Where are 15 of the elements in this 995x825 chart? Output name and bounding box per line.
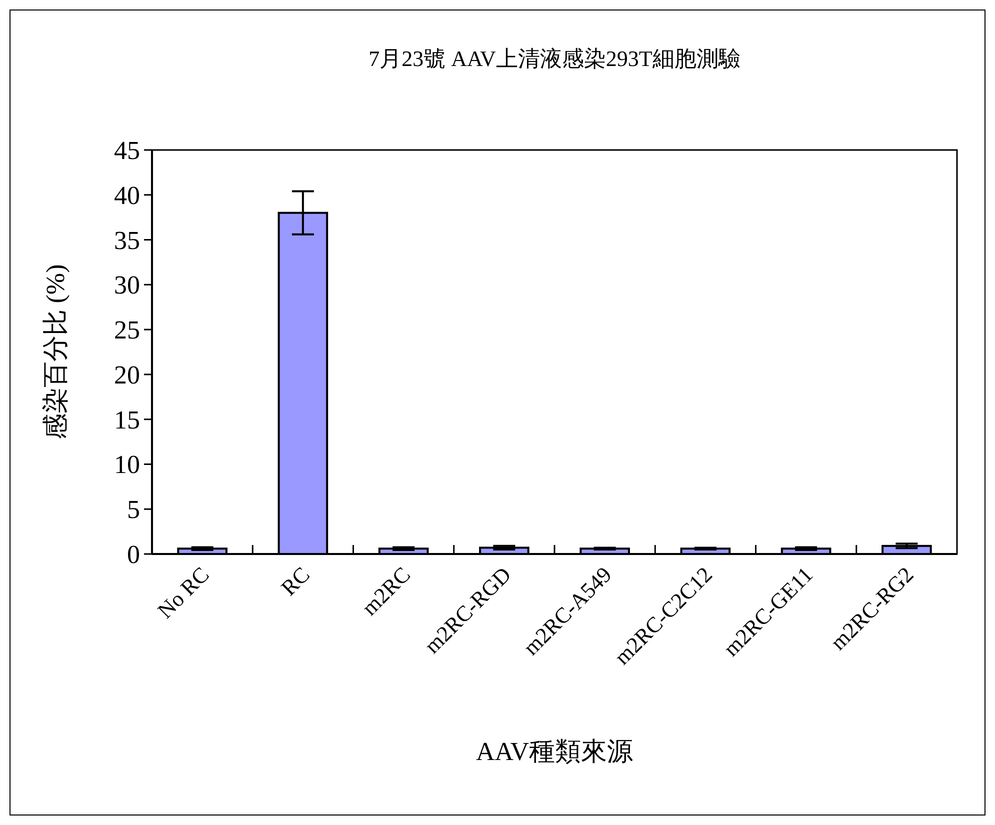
x-tick-label: No RC xyxy=(152,562,214,624)
y-tick-label: 30 xyxy=(114,270,140,300)
x-tick-label: RC xyxy=(276,562,314,600)
y-tick-label: 5 xyxy=(127,495,140,524)
y-tick-label: 0 xyxy=(127,540,140,569)
y-tick-label: 35 xyxy=(114,226,140,255)
y-tick-label: 20 xyxy=(114,360,140,390)
y-tick-label: 40 xyxy=(114,180,140,210)
y-tick-label: 15 xyxy=(114,405,140,434)
x-axis-title: AAV種類來源 xyxy=(476,737,633,766)
y-tick-label: 25 xyxy=(114,316,140,345)
chart-title: 7月23號 AAV上清液感染293T細胞測驗 xyxy=(368,46,740,71)
y-tick-label: 10 xyxy=(114,450,140,480)
y-axis-title: 感染百分比 (%) xyxy=(41,264,70,440)
y-tick-label: 45 xyxy=(114,136,140,165)
